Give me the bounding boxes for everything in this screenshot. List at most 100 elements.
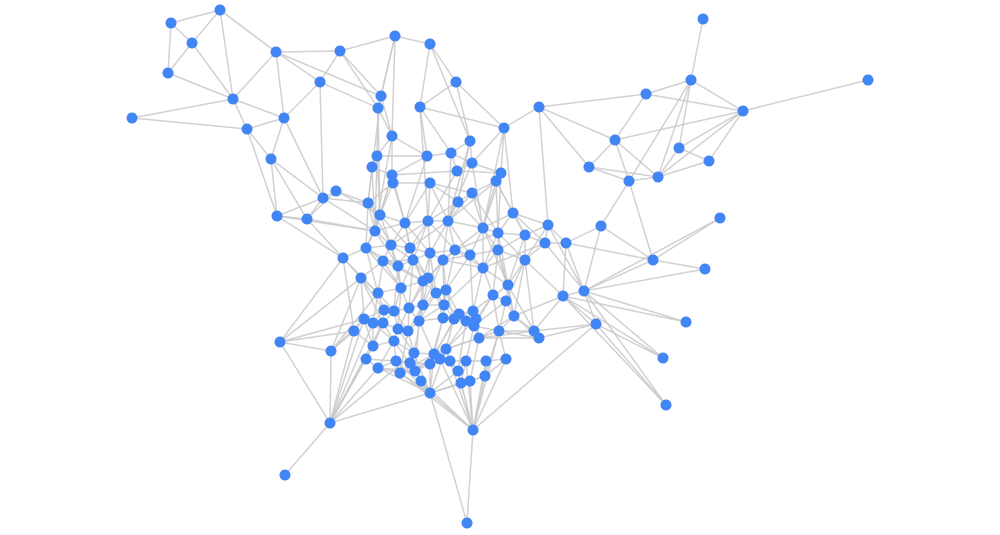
graph-node[interactable] xyxy=(460,355,472,367)
graph-node[interactable] xyxy=(414,101,426,113)
graph-node[interactable] xyxy=(424,247,436,259)
graph-node[interactable] xyxy=(395,282,407,294)
graph-node[interactable] xyxy=(498,122,510,134)
graph-node[interactable] xyxy=(388,335,400,347)
graph-node[interactable] xyxy=(490,175,502,187)
graph-node[interactable] xyxy=(377,317,389,329)
graph-node[interactable] xyxy=(424,387,436,399)
graph-node[interactable] xyxy=(533,101,545,113)
graph-node[interactable] xyxy=(437,312,449,324)
graph-node[interactable] xyxy=(186,37,198,49)
graph-node[interactable] xyxy=(444,355,456,367)
graph-node[interactable] xyxy=(449,244,461,256)
graph-node[interactable] xyxy=(660,399,672,411)
graph-node[interactable] xyxy=(578,285,590,297)
graph-node[interactable] xyxy=(278,112,290,124)
graph-node[interactable] xyxy=(388,305,400,317)
graph-node[interactable] xyxy=(386,169,398,181)
graph-node[interactable] xyxy=(533,332,545,344)
graph-node[interactable] xyxy=(404,242,416,254)
graph-node[interactable] xyxy=(372,102,384,114)
graph-node[interactable] xyxy=(408,347,420,359)
graph-node[interactable] xyxy=(703,155,715,167)
graph-node[interactable] xyxy=(325,345,337,357)
graph-node[interactable] xyxy=(386,130,398,142)
graph-node[interactable] xyxy=(652,171,664,183)
graph-node[interactable] xyxy=(862,74,874,86)
graph-node[interactable] xyxy=(392,260,404,272)
graph-node[interactable] xyxy=(409,365,421,377)
graph-node[interactable] xyxy=(126,112,138,124)
graph-node[interactable] xyxy=(330,185,342,197)
graph-node[interactable] xyxy=(301,213,313,225)
graph-node[interactable] xyxy=(464,249,476,261)
graph-node[interactable] xyxy=(455,377,467,389)
graph-node[interactable] xyxy=(466,157,478,169)
graph-node[interactable] xyxy=(451,165,463,177)
graph-node[interactable] xyxy=(623,175,635,187)
graph-node[interactable] xyxy=(460,315,472,327)
graph-node[interactable] xyxy=(392,323,404,335)
graph-node[interactable] xyxy=(372,362,384,374)
graph-node[interactable] xyxy=(413,315,425,327)
graph-node[interactable] xyxy=(394,367,406,379)
graph-node[interactable] xyxy=(437,254,449,266)
graph-node[interactable] xyxy=(464,135,476,147)
graph-node[interactable] xyxy=(442,215,454,227)
graph-node[interactable] xyxy=(440,343,452,355)
graph-node[interactable] xyxy=(227,93,239,105)
graph-node[interactable] xyxy=(685,74,697,86)
graph-node[interactable] xyxy=(366,161,378,173)
graph-node[interactable] xyxy=(375,90,387,102)
graph-node[interactable] xyxy=(362,197,374,209)
graph-node[interactable] xyxy=(415,375,427,387)
graph-node[interactable] xyxy=(387,177,399,189)
graph-node[interactable] xyxy=(699,263,711,275)
graph-node[interactable] xyxy=(647,254,659,266)
graph-node[interactable] xyxy=(407,254,419,266)
graph-node[interactable] xyxy=(495,167,507,179)
graph-node[interactable] xyxy=(403,302,415,314)
graph-node[interactable] xyxy=(539,237,551,249)
graph-node[interactable] xyxy=(404,357,416,369)
graph-node[interactable] xyxy=(241,123,253,135)
graph-node[interactable] xyxy=(270,46,282,58)
graph-node[interactable] xyxy=(557,290,569,302)
graph-node[interactable] xyxy=(440,284,452,296)
graph-node[interactable] xyxy=(657,352,669,364)
graph-node[interactable] xyxy=(590,318,602,330)
graph-node[interactable] xyxy=(714,212,726,224)
graph-node[interactable] xyxy=(389,30,401,42)
graph-node[interactable] xyxy=(502,279,514,291)
graph-node[interactable] xyxy=(402,325,414,337)
graph-node[interactable] xyxy=(640,88,652,100)
graph-node[interactable] xyxy=(324,417,336,429)
graph-node[interactable] xyxy=(697,13,709,25)
graph-node[interactable] xyxy=(422,215,434,227)
graph-node[interactable] xyxy=(367,340,379,352)
graph-node[interactable] xyxy=(492,227,504,239)
graph-node[interactable] xyxy=(673,142,685,154)
graph-node[interactable] xyxy=(609,134,621,146)
graph-node[interactable] xyxy=(508,310,520,322)
graph-node[interactable] xyxy=(461,517,473,529)
graph-node[interactable] xyxy=(360,353,372,365)
graph-node[interactable] xyxy=(492,244,504,256)
graph-node[interactable] xyxy=(560,237,572,249)
graph-node[interactable] xyxy=(378,304,390,316)
graph-node[interactable] xyxy=(507,207,519,219)
graph-node[interactable] xyxy=(445,147,457,159)
graph-node[interactable] xyxy=(421,150,433,162)
graph-node[interactable] xyxy=(367,317,379,329)
graph-node[interactable] xyxy=(424,38,436,50)
graph-node[interactable] xyxy=(493,325,505,337)
graph-node[interactable] xyxy=(519,229,531,241)
graph-node[interactable] xyxy=(424,177,436,189)
graph-node[interactable] xyxy=(265,153,277,165)
graph-node[interactable] xyxy=(372,287,384,299)
graph-node[interactable] xyxy=(434,353,446,365)
graph-node[interactable] xyxy=(467,424,479,436)
graph-node[interactable] xyxy=(680,316,692,328)
graph-node[interactable] xyxy=(377,255,389,267)
graph-node[interactable] xyxy=(583,161,595,173)
